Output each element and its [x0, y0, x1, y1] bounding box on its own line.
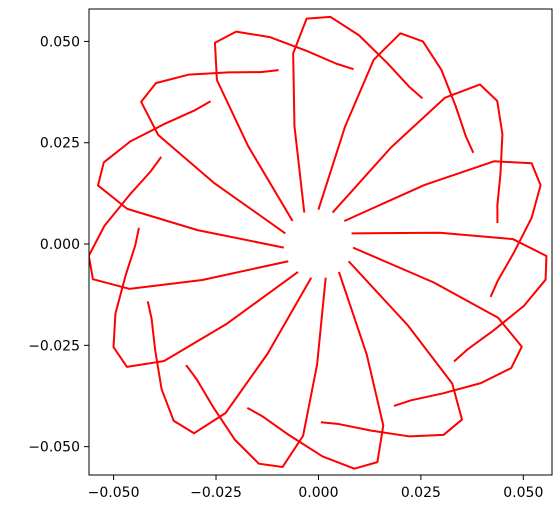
series-line-4	[140, 69, 286, 235]
x-tick-label: −0.050	[88, 485, 140, 501]
y-axis: −0.050 −0.025 0.000 0.025 0.050	[28, 34, 89, 456]
series-line-8	[146, 277, 313, 435]
series-line-9	[185, 277, 327, 468]
series-line-3	[213, 30, 354, 222]
curve-group	[89, 15, 548, 470]
series-line-12	[352, 246, 523, 407]
x-tick-label: 0.050	[503, 485, 543, 501]
x-tick-label: 0.025	[401, 485, 441, 501]
series-line-15	[331, 83, 504, 224]
x-tick-label: −0.025	[190, 485, 242, 501]
x-tick-label: 0.000	[298, 485, 338, 501]
plot-frame	[88, 8, 553, 476]
x-axis: −0.050 −0.025 0.000 0.025 0.050	[88, 475, 543, 501]
y-tick-label: −0.050	[28, 440, 80, 456]
y-tick-label: 0.050	[40, 34, 80, 50]
series-line-13	[351, 231, 548, 363]
series-line-11	[320, 260, 463, 438]
series-line-10	[246, 271, 385, 470]
plot-area	[89, 9, 552, 475]
y-tick-label: 0.025	[40, 136, 80, 152]
y-tick-label: 0.000	[40, 237, 80, 253]
series-line-1	[317, 32, 475, 210]
series-line-14	[343, 160, 542, 298]
series-line-6	[89, 156, 289, 290]
y-tick-label: −0.025	[28, 338, 80, 354]
series-line-2	[292, 15, 424, 213]
series-line-7	[112, 227, 299, 368]
series-line-5	[96, 100, 285, 249]
